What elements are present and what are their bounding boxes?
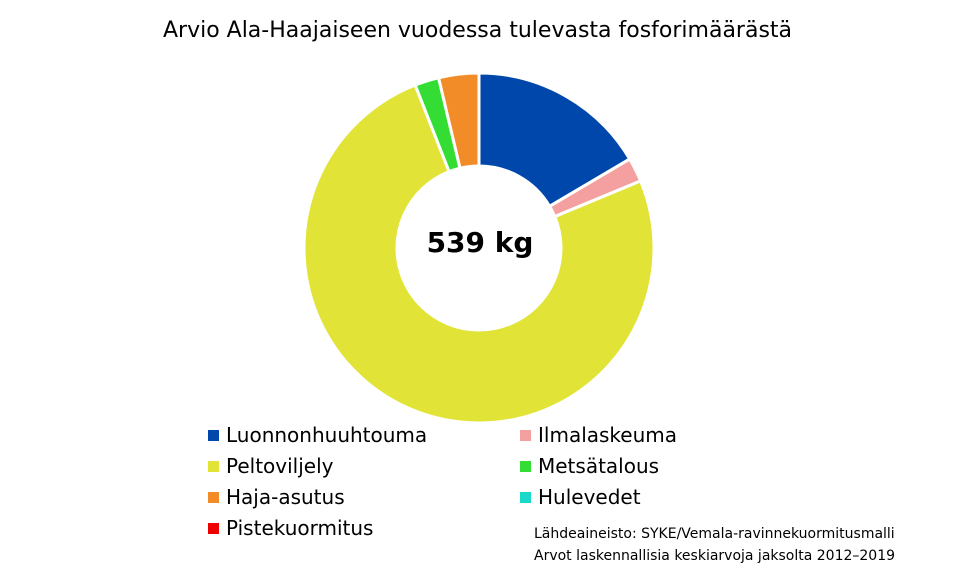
legend-item: Haja-asutus [208,485,345,509]
slice-haja-asutus [436,71,481,171]
legend-label: Ilmalaskeuma [538,423,678,447]
legend-item: Pistekuormitus [208,516,373,540]
legend-item: Peltoviljely [208,454,334,478]
total-label: 539 kg [426,226,534,259]
legend-label: Luonnonhuuhtouma [226,423,428,447]
source-line-2: Arvot laskennallisia keskiarvoja jaksolt… [534,548,896,564]
legend-item: Hulevedet [520,485,641,509]
legend-item: Metsätalous [520,454,659,478]
legend-swatch [520,429,531,441]
legend-label: Haja-asutus [226,485,345,509]
legend-swatch [208,491,219,503]
legend-label: Metsätalous [538,454,660,478]
legend-swatch [520,460,531,472]
legend-item: Ilmalaskeuma [520,423,677,447]
legend-label: Hulevedet [538,485,641,509]
legend-label: Pistekuormitus [226,516,374,540]
slice-luonnonhuuhtouma [477,71,632,209]
legend-swatch [208,522,219,534]
source-line-1: Lähdeaineisto: SYKE/Vemala-ravinnekuormi… [534,526,895,542]
legend-swatch [208,460,219,472]
source-note: Lähdeaineisto: SYKE/Vemala-ravinnekuormi… [534,523,895,567]
legend-label: Peltoviljely [226,454,334,478]
chart-title: Arvio Ala-Haajaiseen vuodessa tulevasta … [162,18,793,43]
legend-swatch [520,491,531,503]
slice-peltoviljely [302,83,656,425]
legend-item: Luonnonhuuhtouma [208,423,427,447]
legend-swatch [208,429,219,441]
